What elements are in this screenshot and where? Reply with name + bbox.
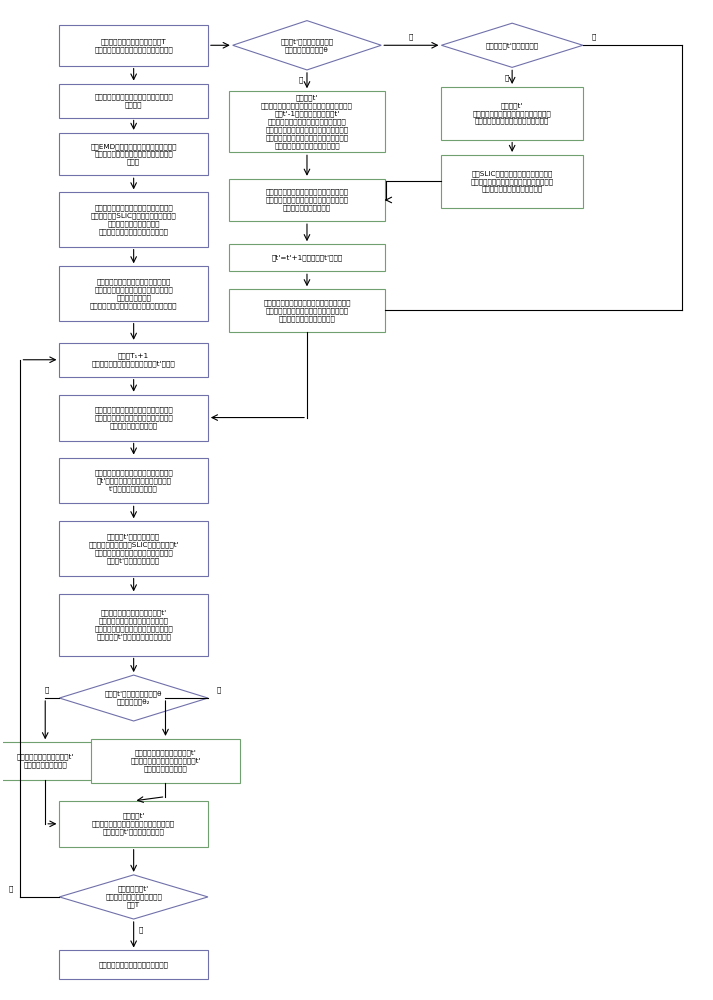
- Text: 采用SLIC算法和均值滤波矩阵类确定更
新的训练图像序列内的目标区域，建立更新
后的待跟踪视频图像的先验模型: 采用SLIC算法和均值滤波矩阵类确定更 新的训练图像序列内的目标区域，建立更新 …: [471, 170, 554, 192]
- Text: 采用EMD模型区配型法跟踪当前训练图像
序列，确定当前训练图像序列中的初始目
标区域: 采用EMD模型区配型法跟踪当前训练图像 序列，确定当前训练图像序列中的初始目 标…: [91, 143, 177, 165]
- FancyBboxPatch shape: [229, 244, 385, 271]
- Text: 当前第t'帧图像的遮挡系数θ
小于遮挡阈值θ₂: 当前第t'帧图像的遮挡系数θ 小于遮挡阈值θ₂: [105, 691, 163, 705]
- FancyBboxPatch shape: [229, 91, 385, 152]
- Text: 否: 否: [9, 885, 14, 892]
- FancyBboxPatch shape: [59, 25, 208, 66]
- Text: 采用当前目标模型的目标特征分布对当前
第t'帧图像进行水平集演化，得当前第
t'帧图像的目标标返区域: 采用当前目标模型的目标特征分布对当前 第t'帧图像进行水平集演化，得当前第 t'…: [94, 469, 173, 492]
- Text: 将当前目标模型作为当前第t'
帧图像的初始目标轮廓: 将当前目标模型作为当前第t' 帧图像的初始目标轮廓: [16, 754, 74, 768]
- FancyBboxPatch shape: [229, 179, 385, 221]
- FancyBboxPatch shape: [59, 801, 208, 847]
- Polygon shape: [441, 23, 583, 67]
- Text: 读取第T₁+1
帧待跟踪视频图像序列作为当前第t'帧图像: 读取第T₁+1 帧待跟踪视频图像序列作为当前第t'帧图像: [92, 353, 175, 367]
- Polygon shape: [59, 875, 208, 919]
- Text: 标定出当前训练图像序列中第一帧图像的
目标区域: 标定出当前训练图像序列中第一帧图像的 目标区域: [94, 93, 173, 108]
- Text: 当前图像帧t'是否为奇值帧: 当前图像帧t'是否为奇值帧: [486, 42, 539, 49]
- FancyBboxPatch shape: [91, 739, 240, 783]
- FancyBboxPatch shape: [59, 266, 208, 321]
- Text: 否: 否: [591, 33, 595, 40]
- Text: 将更新后的待跟踪视频图像的的初始先验模型
作为当前目标模型，基于特征空间函数确定
当前目标模型的目标特征分布: 将更新后的待跟踪视频图像的的初始先验模型 作为当前目标模型，基于特征空间函数确定…: [263, 299, 351, 322]
- FancyBboxPatch shape: [59, 594, 208, 656]
- FancyBboxPatch shape: [441, 87, 583, 140]
- FancyBboxPatch shape: [229, 289, 385, 332]
- Text: 是: 是: [138, 926, 143, 933]
- Polygon shape: [232, 21, 381, 70]
- FancyBboxPatch shape: [59, 192, 208, 247]
- Text: 对当前第t'帧图像的目标标
返区域进行拓展，采用SLIC算法对当前第t'
帧图像的扩展区域进行超像素分割，得到
当前第t'帧图像的超像素块: 对当前第t'帧图像的目标标 返区域进行拓展，采用SLIC算法对当前第t' 帧图像…: [88, 533, 179, 564]
- Text: 是: 是: [216, 686, 221, 693]
- FancyBboxPatch shape: [59, 395, 208, 441]
- FancyBboxPatch shape: [59, 133, 208, 175]
- Text: 将当前第t'
帧图像的初始目标轮廓替换当前训练图像
序列的第一帧图像，更新训练图像序列: 将当前第t' 帧图像的初始目标轮廓替换当前训练图像 序列的第一帧图像，更新训练图…: [473, 102, 552, 124]
- Text: 得到待跟踪视频图像序列的跟踪结果: 得到待跟踪视频图像序列的跟踪结果: [98, 962, 169, 968]
- FancyBboxPatch shape: [59, 458, 208, 503]
- FancyBboxPatch shape: [59, 343, 208, 377]
- Text: 是: 是: [504, 74, 508, 81]
- Text: 读取待跟踪视频图像序列，将前T
帧待跟踪视频图像序列作为训练图像序列: 读取待跟踪视频图像序列，将前T 帧待跟踪视频图像序列作为训练图像序列: [94, 38, 173, 53]
- Text: 否: 否: [409, 33, 414, 40]
- Text: 对当前训练图像序列中的初始目标区域进
行拓展，采用SLIC算法对当前训练图像序
列的扩展区域进行超像素分
割，得到当前训练图像的训练样本集: 对当前训练图像序列中的初始目标区域进 行拓展，采用SLIC算法对当前训练图像序 …: [91, 204, 177, 235]
- Text: 当前第t'帧图像的遮挡系数
值小于严重遮挡阈值θ: 当前第t'帧图像的遮挡系数 值小于严重遮挡阈值θ: [280, 38, 334, 53]
- FancyBboxPatch shape: [0, 742, 98, 780]
- Text: 否: 否: [44, 686, 48, 693]
- FancyBboxPatch shape: [59, 950, 208, 979]
- Text: 将当前目标标返区域与当前第t'
帧图像目标区域的交集作为当前第t'
帧图像的初始目标轮廓: 将当前目标标返区域与当前第t' 帧图像目标区域的交集作为当前第t' 帧图像的初始…: [130, 750, 201, 772]
- FancyBboxPatch shape: [441, 155, 583, 208]
- Text: 是: 是: [299, 77, 304, 83]
- Text: 利用均值滤波类矩阵建立当前训练样本
集的超像素块的聚集合，对超像素块的聚
集合进行目标区域
划分，得到当前跟踪视频图像的初始先验模型: 利用均值滤波类矩阵建立当前训练样本 集的超像素块的聚集合，对超像素块的聚 集合进…: [90, 278, 178, 309]
- Polygon shape: [59, 675, 208, 721]
- Text: 将待跟踪视频图像的初始先验模型作为初
始目标模型，基于特征空间函数确定初始
目标模型的目标概率分布: 将待跟踪视频图像的初始先验模型作为初 始目标模型，基于特征空间函数确定初始 目标…: [94, 406, 173, 429]
- Text: 利用均值滤波类矩阵建立当前第t'
帧图像的扩展区域的超像素聚集合，
对超像素块的聚集合进行目标区域划分，
得到当前第t'帧图像的目标区域置信度: 利用均值滤波类矩阵建立当前第t' 帧图像的扩展区域的超像素聚集合， 对超像素块的…: [94, 610, 173, 640]
- Text: 当前图像帧数t'
是否达到待跟踪视频图像序列
个数T: 当前图像帧数t' 是否达到待跟踪视频图像序列 个数T: [106, 886, 162, 908]
- Text: 令t'=t'+1作为当前第t'帧图像: 令t'=t'+1作为当前第t'帧图像: [272, 254, 343, 261]
- FancyBboxPatch shape: [59, 521, 208, 576]
- Text: 将当前第t'
帧图像特征作为当前待跟踪视频图像的先验模型
中第t'-1帧图像，并在当前第t'
帧图像目标区域的类矩阵中选取补像素矩
阵加入当前待跟踪视频图像的先: 将当前第t' 帧图像特征作为当前待跟踪视频图像的先验模型 中第t'-1帧图像，并…: [261, 95, 353, 149]
- Text: 对当前第t'
帧图像的初始目标轮廓进行水平集演化，将
得到当前第t'帧图像的目标轮廓: 对当前第t' 帧图像的初始目标轮廓进行水平集演化，将 得到当前第t'帧图像的目标…: [92, 813, 175, 835]
- FancyBboxPatch shape: [59, 84, 208, 118]
- Text: 计算更新的待跟踪视频图像的先验模型的目
标区域的类矩阵的置信度，得到更新后的待
跟踪视频图像的先验模型: 计算更新的待跟踪视频图像的先验模型的目 标区域的类矩阵的置信度，得到更新后的待 …: [265, 189, 349, 211]
